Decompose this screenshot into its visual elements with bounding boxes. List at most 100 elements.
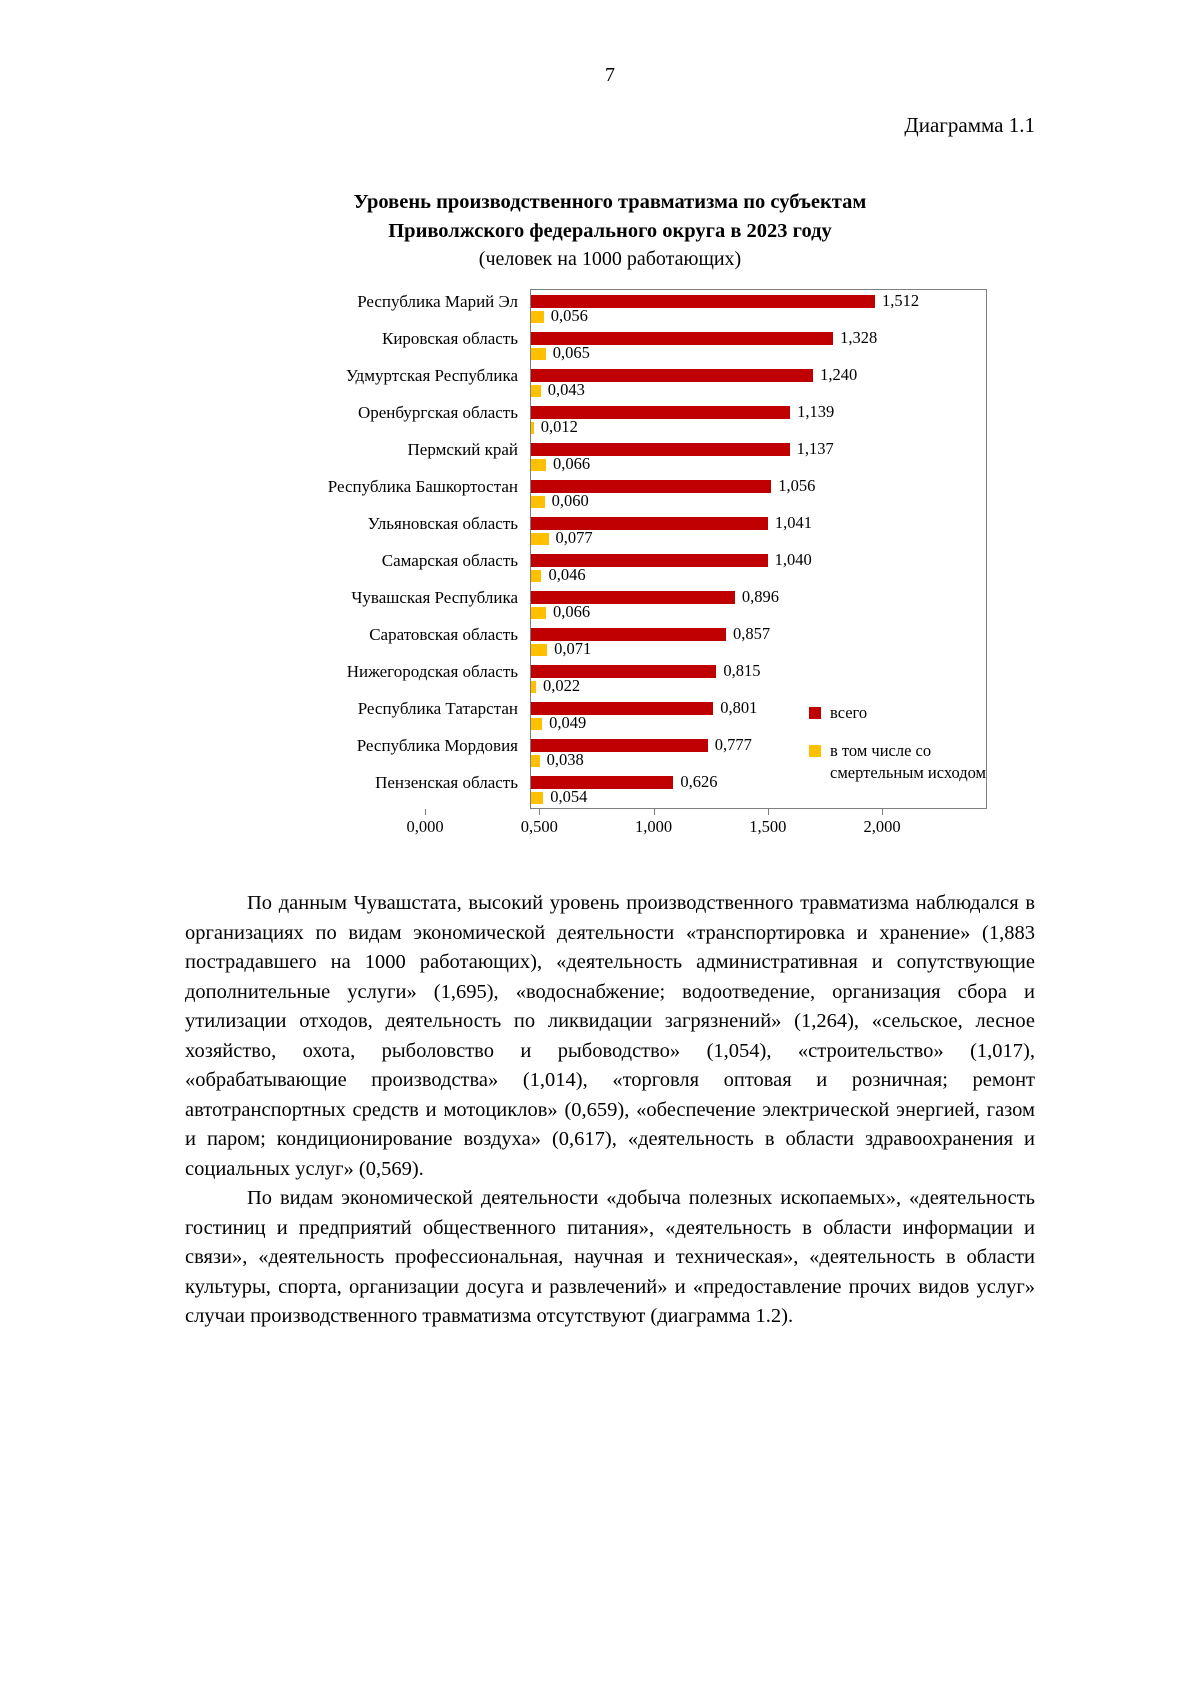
chart-row: 1,040 0,046 (531, 549, 986, 586)
total-value-label: 1,139 (797, 401, 835, 421)
axis-tick-label: 1,000 (634, 817, 673, 836)
axis-tick (653, 809, 655, 815)
total-value-label: 1,240 (820, 364, 858, 384)
axis-tick-label: 2,000 (863, 817, 901, 836)
total-value-label: 1,040 (774, 549, 812, 569)
fatal-bar (531, 421, 534, 434)
chart-title-line2: Приволжского федерального округа в 2023 … (388, 220, 832, 242)
total-bar (531, 553, 768, 567)
legend-item-total: всего (809, 702, 1004, 724)
total-bar (531, 405, 791, 419)
category-label: Нижегородская область (346, 662, 518, 681)
fatal-bar (531, 458, 546, 471)
fatal-bar (531, 495, 545, 508)
category-label: Республика Татарстан (357, 699, 518, 718)
total-value-label: 0,815 (723, 660, 761, 680)
chart-row: 0,857 0,071 (531, 623, 986, 660)
total-value-label: 1,328 (840, 327, 878, 347)
total-bar (531, 479, 772, 493)
legend-total-label: всего (830, 703, 868, 722)
fatal-value-label: 0,066 (553, 602, 591, 622)
fatal-value-label: 0,077 (555, 528, 593, 548)
total-value-label: 1,137 (796, 438, 834, 458)
category-label: Ульяновская область (367, 514, 518, 533)
chart-row: 1,240 0,043 (531, 364, 986, 401)
chart-row: 0,815 0,022 (531, 660, 986, 697)
chart-category-column: Республика Марий Эл Кировская область Удму… (290, 289, 530, 809)
chart-plot-area: всего в том числе со смертельным исходом… (530, 289, 987, 809)
page-number: 7 (605, 64, 615, 86)
legend-fatal-label: в том числе со смертельным исходом (830, 741, 987, 782)
chart-row: 1,137 0,066 (531, 438, 986, 475)
axis-tick (539, 809, 541, 815)
total-value-label: 1,056 (778, 475, 816, 495)
fatal-value-label: 0,046 (548, 565, 586, 585)
axis-tick (882, 809, 883, 815)
fatal-value-label: 0,049 (549, 713, 587, 733)
legend-item-fatal: в том числе со смертельным исходом (809, 740, 1004, 784)
chart-row: 1,056 0,060 (531, 475, 986, 512)
total-bar (531, 627, 726, 641)
fatal-bar (531, 310, 544, 323)
fatal-value-label: 0,022 (543, 676, 581, 696)
paragraph-1: По данным Чувашстата, высокий уровень пр… (185, 892, 1035, 1180)
fatal-bar (531, 569, 542, 582)
category-label: Саратовская область (369, 625, 518, 644)
fatal-bar (531, 347, 546, 360)
category-label: Самарская область (381, 551, 518, 570)
fatal-value-label: 0,065 (552, 343, 590, 363)
fatal-value-label: 0,056 (550, 306, 588, 326)
chart-row: 0,777 0,038 (531, 734, 986, 771)
total-bar (531, 294, 875, 308)
chart-subtitle: (человек на 1000 работающих) (478, 248, 742, 270)
total-value-label: 0,857 (732, 623, 771, 643)
total-bar (531, 516, 768, 530)
total-value-label: 1,512 (881, 290, 920, 310)
total-value-label: 0,801 (720, 697, 758, 717)
chart-row: 1,139 0,012 (531, 401, 986, 438)
axis-tick-label: 0,500 (520, 817, 558, 836)
fatal-bar (531, 384, 541, 397)
chart: Республика Марий Эл Кировская область Удму… (185, 289, 1035, 843)
category-label: Пензенская область (375, 773, 518, 792)
total-bar (531, 368, 814, 382)
category-label: Оренбургская область (357, 403, 518, 422)
axis-tick (767, 809, 769, 815)
fatal-value-label: 0,054 (550, 787, 588, 807)
total-value-label: 0,777 (714, 734, 752, 754)
total-value-label: 1,041 (774, 512, 812, 532)
chart-row: 1,512 0,056 (531, 290, 986, 327)
axis-tick-label: 0,000 (406, 817, 444, 836)
fatal-value-label: 0,060 (551, 491, 589, 511)
chart-row: 0,896 0,066 (531, 586, 986, 623)
fatal-value-label: 0,071 (554, 639, 592, 659)
fatal-value-label: 0,038 (546, 750, 584, 770)
fatal-bar (531, 643, 548, 656)
fatal-bar (531, 791, 544, 804)
total-bar (531, 331, 834, 345)
legend-total-swatch (809, 707, 821, 719)
fatal-bar (531, 532, 549, 545)
chart-title: Уровень производственного травматизма по… (185, 188, 1035, 246)
chart-title-line1: Уровень производственного травматизма по… (353, 191, 867, 213)
category-label: Республика Башкортостан (327, 477, 518, 496)
chart-row: 1,328 0,065 (531, 327, 986, 364)
total-bar (531, 775, 674, 789)
total-bar (531, 738, 708, 752)
category-label: Кировская область (381, 329, 518, 348)
fatal-bar (531, 754, 540, 767)
fatal-value-label: 0,012 (540, 417, 578, 437)
category-label: Республика Мордовия (356, 736, 518, 755)
fatal-value-label: 0,043 (547, 380, 585, 400)
chart-row: 0,801 0,049 (531, 697, 986, 734)
total-value-label: 0,896 (741, 586, 779, 606)
total-bar (531, 590, 735, 604)
legend-fatal-swatch (809, 745, 821, 757)
category-label: Чувашская Республика (351, 588, 518, 607)
chart-legend: всего в том числе со смертельным исходом (809, 702, 1004, 800)
fatal-bar (531, 717, 543, 730)
category-label: Пермский край (407, 440, 518, 459)
chart-row: 0,626 0,054 (531, 771, 986, 808)
total-bar (531, 442, 790, 456)
